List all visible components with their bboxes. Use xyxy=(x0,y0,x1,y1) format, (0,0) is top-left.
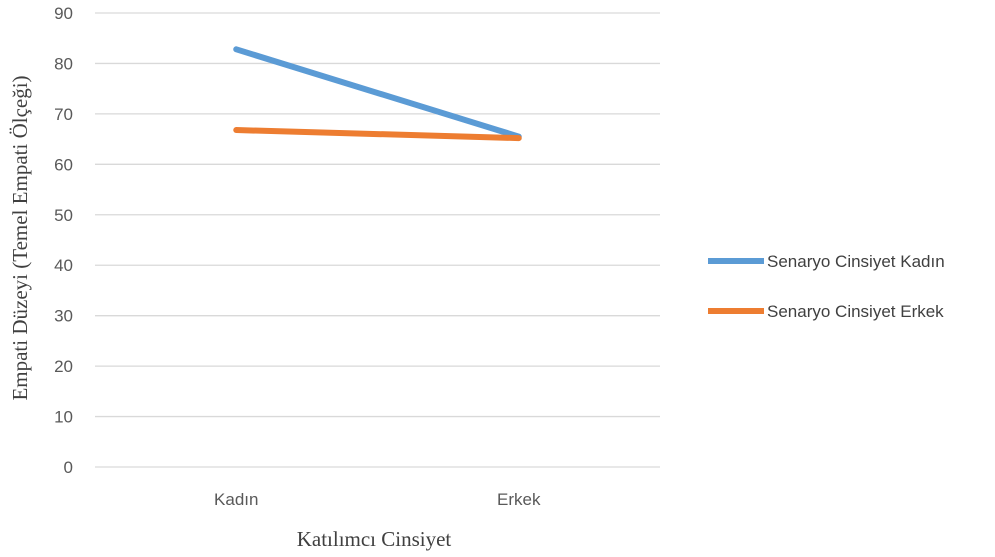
y-tick-label: 50 xyxy=(54,206,73,225)
y-tick-label: 80 xyxy=(54,54,73,73)
y-tick-label: 70 xyxy=(54,105,73,124)
legend: Senaryo Cinsiyet Kadın Senaryo Cinsiyet E… xyxy=(708,252,945,321)
legend-label: Senaryo Cinsiyet Erkek xyxy=(767,302,944,321)
y-tick-label: 40 xyxy=(54,256,73,275)
y-tick-label: 60 xyxy=(54,155,73,174)
x-tick-label: Kadın xyxy=(214,490,258,509)
y-tick-label: 30 xyxy=(54,307,73,326)
y-tick-label: 0 xyxy=(64,458,73,477)
y-axis-label: Empati Düzeyi (Temel Empati Ölçeği) xyxy=(8,75,32,400)
y-tick-labels: 0 10 20 30 40 50 60 70 80 90 xyxy=(54,4,73,477)
series-line-1 xyxy=(233,46,522,140)
series-lines xyxy=(233,46,522,142)
x-axis-label: Katılımcı Cinsiyet xyxy=(297,527,452,551)
x-tick-labels: Kadın Erkek xyxy=(214,490,541,509)
y-tick-label: 20 xyxy=(54,357,73,376)
x-tick-label: Erkek xyxy=(497,490,541,509)
series-line-2 xyxy=(233,127,522,142)
y-tick-label: 90 xyxy=(54,4,73,23)
legend-label: Senaryo Cinsiyet Kadın xyxy=(767,252,945,271)
gridlines xyxy=(95,12,660,468)
y-tick-label: 10 xyxy=(54,408,73,427)
